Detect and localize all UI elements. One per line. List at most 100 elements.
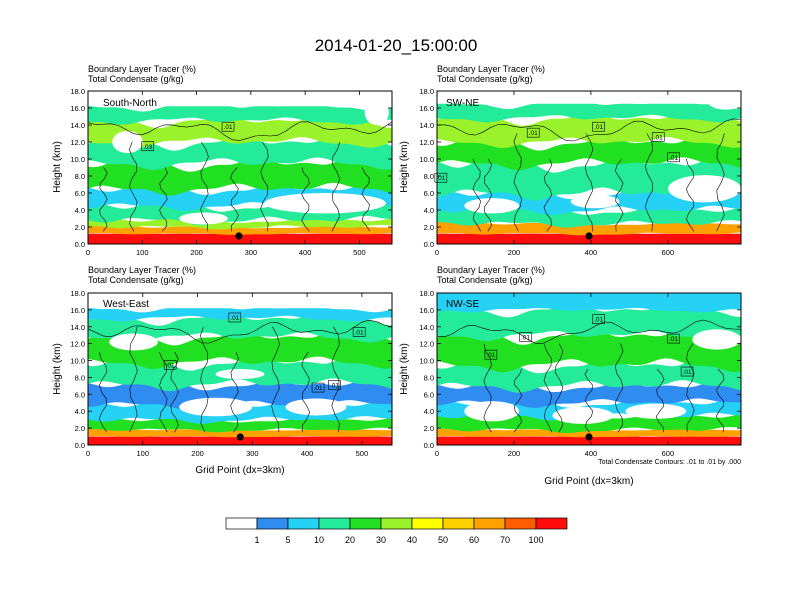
condensate-contour bbox=[513, 368, 523, 433]
tracer-blob bbox=[179, 212, 228, 225]
panel-label: SW-NE bbox=[446, 98, 479, 109]
y-tick-label: 12.0 bbox=[70, 340, 85, 349]
colorbar-label: 50 bbox=[438, 535, 448, 545]
y-tick-label: 4.0 bbox=[424, 407, 434, 416]
colorbar-label: 20 bbox=[345, 535, 355, 545]
x-tick-label: 200 bbox=[191, 449, 204, 458]
condensate-contour bbox=[159, 351, 168, 433]
condensate-contour bbox=[159, 167, 168, 232]
panel-title-line2: Total Condensate (g/kg) bbox=[88, 74, 184, 84]
contour-label: .03 bbox=[141, 141, 155, 152]
contour-label: .01 bbox=[526, 127, 540, 138]
colorbar-swatch bbox=[535, 517, 568, 530]
tracer-band bbox=[88, 91, 392, 107]
y-tick-label: 2.0 bbox=[424, 424, 434, 433]
tracer-blob bbox=[285, 398, 347, 416]
y-tick-label: 2.0 bbox=[75, 223, 85, 232]
tracer-band bbox=[437, 111, 741, 148]
x-tick-label: 300 bbox=[246, 449, 259, 458]
contour-label-box bbox=[526, 127, 540, 138]
tracer-band bbox=[88, 417, 392, 433]
contour-label: .01 bbox=[228, 312, 242, 323]
contour-label: .01 bbox=[352, 327, 366, 337]
contour-label: .01 bbox=[519, 332, 532, 342]
contour-label: .01 bbox=[163, 359, 177, 370]
colorbar-swatch bbox=[256, 517, 289, 530]
condensate-contour bbox=[128, 141, 138, 232]
x-tick-label: 400 bbox=[299, 248, 312, 257]
colorbar-label: 60 bbox=[469, 535, 479, 545]
colorbar-swatch bbox=[473, 517, 506, 530]
cross-point-marker bbox=[585, 433, 593, 441]
x-tick-label: 100 bbox=[136, 248, 149, 257]
condensate-contour bbox=[301, 167, 310, 232]
tracer-band bbox=[88, 329, 392, 369]
x-tick-label: 0 bbox=[435, 248, 439, 257]
y-tick-label: 2.0 bbox=[424, 223, 434, 232]
colorbar-label: 1 bbox=[254, 535, 259, 545]
contour-label-text: .01 bbox=[669, 336, 678, 343]
contour-label: .01 bbox=[667, 333, 680, 344]
y-tick-label: 18.0 bbox=[70, 289, 85, 298]
contour-label: .01 bbox=[434, 172, 448, 183]
x-axis-label: Grid Point (dx=3km) bbox=[544, 476, 633, 487]
colorbar-swatch bbox=[318, 517, 351, 530]
condensate-contour bbox=[301, 351, 311, 433]
y-tick-label: 12.0 bbox=[419, 138, 434, 147]
plot-area: .01 .03 0.0 2.0 4.0 6.0 8.0 10.0 12.0 14.0 16.0 18.… bbox=[70, 87, 393, 257]
tracer-blob bbox=[264, 193, 386, 214]
x-tick-label: 600 bbox=[662, 449, 675, 458]
tracer-band bbox=[88, 238, 392, 244]
contour-label: .01 bbox=[680, 366, 694, 377]
tracer-field bbox=[88, 91, 392, 244]
y-tick-label: 6.0 bbox=[424, 390, 434, 399]
condensate-contour bbox=[230, 351, 239, 433]
contour-label-text: .03 bbox=[143, 144, 152, 151]
contour-label-text: .01 bbox=[330, 383, 339, 390]
y-tick-label: 2.0 bbox=[75, 424, 85, 433]
y-tick-label: 6.0 bbox=[75, 189, 85, 198]
panel-title-line2: Total Condensate (g/kg) bbox=[437, 275, 533, 285]
contour-label-text: .01 bbox=[594, 124, 603, 131]
tracer-blob bbox=[570, 194, 620, 209]
y-axis-label: Height (km) bbox=[52, 343, 63, 395]
colorbar: 1 5 10 20 30 40 50 60 70 100 bbox=[225, 517, 568, 545]
panel-title-line1: Boundary Layer Tracer (%) bbox=[437, 64, 545, 74]
panel-title-line2: Total Condensate (g/kg) bbox=[88, 275, 184, 285]
y-tick-label: 12.0 bbox=[419, 340, 434, 349]
contour-label: .01 bbox=[651, 132, 665, 142]
tracer-band bbox=[88, 101, 392, 125]
tracer-blob bbox=[179, 397, 253, 417]
y-tick-label: 0.0 bbox=[75, 240, 85, 249]
colorbar-label: 100 bbox=[528, 535, 543, 545]
cross-point-marker bbox=[585, 232, 593, 240]
contour-label-box bbox=[680, 366, 694, 377]
contour-label: .01 bbox=[484, 349, 498, 360]
tracer-band bbox=[437, 99, 741, 123]
plot-area: .01 .01 .01 .01 .01 0.0 2.0 4.0 6.0 8.0 10.0 12.0 14… bbox=[70, 289, 393, 458]
colorbar-label: 5 bbox=[285, 535, 290, 545]
contour-label-box bbox=[221, 121, 235, 132]
contour-label-box bbox=[163, 359, 177, 370]
contour-label-text: .01 bbox=[521, 334, 530, 341]
plot-frame bbox=[87, 292, 393, 446]
colorbar-swatch bbox=[380, 517, 413, 530]
colorbar-swatch bbox=[504, 517, 537, 530]
contour-label-text: .01 bbox=[529, 130, 538, 137]
plot-frame bbox=[436, 292, 742, 446]
tracer-band bbox=[437, 238, 741, 244]
y-tick-label: 16.0 bbox=[70, 104, 85, 113]
tracer-blob bbox=[215, 369, 265, 380]
contour-label-box bbox=[519, 332, 532, 342]
panel-label: NW-SE bbox=[446, 299, 479, 310]
contour-label-text: .01 bbox=[166, 362, 175, 369]
condensate-contour bbox=[543, 343, 553, 433]
y-axis-label: Height (km) bbox=[399, 141, 410, 193]
plot-frame bbox=[436, 90, 742, 245]
tracer-blob bbox=[364, 99, 389, 125]
figure-title: 2014-01-20_15:00:00 bbox=[315, 36, 478, 55]
condensate-contour bbox=[685, 158, 695, 232]
y-tick-label: 16.0 bbox=[70, 306, 85, 315]
condensate-contour bbox=[271, 326, 280, 433]
y-tick-label: 10.0 bbox=[419, 357, 434, 366]
